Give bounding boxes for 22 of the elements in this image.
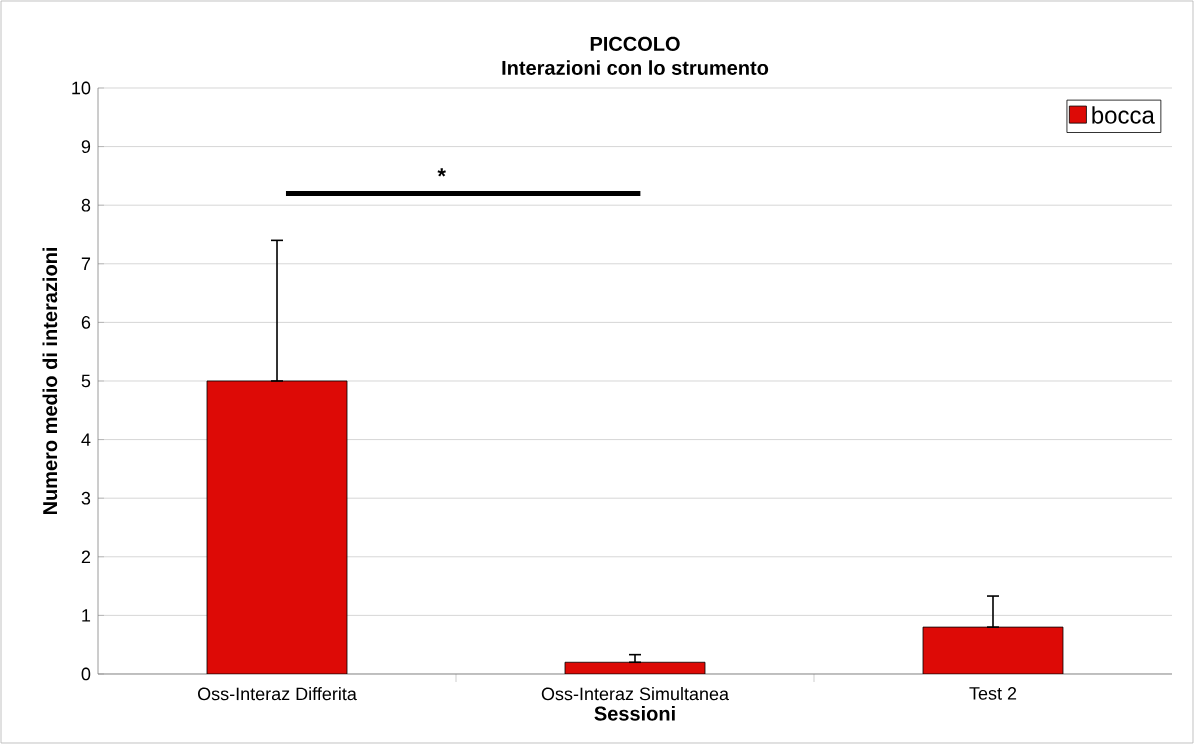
x-axis-title: Sessioni <box>594 706 675 721</box>
chart-title: PICCOLO <box>590 36 680 51</box>
y-tick-label: 9 <box>81 140 91 153</box>
y-tick-label: 10 <box>72 81 91 95</box>
y-axis-title: Numero medio di interazioni <box>42 247 58 515</box>
y-tick-label: 5 <box>81 374 91 388</box>
legend-label: bocca <box>1092 106 1155 124</box>
y-tick-label: 4 <box>81 433 91 446</box>
y-tick-label: 7 <box>81 257 91 270</box>
annotation: * <box>437 168 446 177</box>
y-tick-label: 3 <box>81 491 91 505</box>
bar <box>206 380 348 674</box>
y-tick-label: 6 <box>81 316 91 329</box>
y-tick-label: 0 <box>81 667 91 681</box>
x-tick-label: Test 2 <box>969 687 1017 700</box>
y-tick-label: 8 <box>81 198 91 212</box>
x-tick-label: Oss-Interaz Simultanea <box>541 687 730 701</box>
chart-subtitle: Interazioni con lo strumento <box>502 60 769 75</box>
x-tick-label: Oss-Interaz Differita <box>198 687 357 701</box>
y-tick-label: 2 <box>81 550 91 564</box>
bar <box>922 626 1064 674</box>
y-tick-label: 1 <box>82 609 91 622</box>
